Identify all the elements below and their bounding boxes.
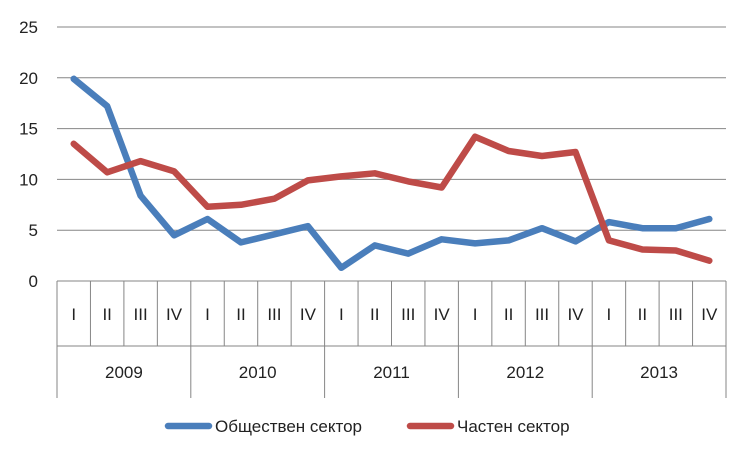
x-tick-quarter: II xyxy=(102,305,111,324)
x-tick-year: 2011 xyxy=(373,363,410,382)
x-tick-quarter: II xyxy=(370,305,379,324)
series-lines xyxy=(70,75,713,272)
x-tick-quarter: III xyxy=(134,305,148,324)
x-tick-year: 2013 xyxy=(640,363,678,382)
y-tick-label: 25 xyxy=(19,18,38,37)
x-tick-quarter: IV xyxy=(434,305,451,324)
x-tick-quarter: IV xyxy=(300,305,317,324)
legend-label-2: Частен сектор xyxy=(457,417,570,436)
legend-label-1: Обществен сектор xyxy=(215,417,362,436)
x-tick-quarter: III xyxy=(267,305,281,324)
y-tick-label: 20 xyxy=(19,69,38,88)
x-tick-quarter: I xyxy=(473,305,478,324)
x-tick-quarter: I xyxy=(607,305,612,324)
y-tick-label: 10 xyxy=(19,170,38,189)
legend: Обществен сектор Частен сектор xyxy=(164,417,570,436)
x-axis: I II III IV I II III IV I II III IV I II III IV I II III IV… xyxy=(56,281,727,398)
series-line-2 xyxy=(70,133,713,264)
x-tick-year: 2012 xyxy=(506,363,544,382)
y-tick-label: 15 xyxy=(19,120,38,139)
x-tick-year: 2010 xyxy=(239,363,277,382)
y-axis-ticks: 0 5 10 15 20 25 xyxy=(19,18,38,291)
x-tick-quarter: IV xyxy=(166,305,183,324)
x-tick-year: 2009 xyxy=(105,363,143,382)
x-tick-quarter: III xyxy=(535,305,549,324)
x-tick-quarter: II xyxy=(504,305,513,324)
x-tick-quarter: IV xyxy=(567,305,584,324)
x-tick-quarter: I xyxy=(205,305,210,324)
x-tick-quarter: I xyxy=(71,305,76,324)
x-tick-quarter: III xyxy=(401,305,415,324)
x-tick-quarter: II xyxy=(236,305,245,324)
x-tick-quarter: I xyxy=(339,305,344,324)
y-tick-label: 5 xyxy=(29,221,38,240)
x-tick-quarter: IV xyxy=(701,305,718,324)
x-tick-quarter: II xyxy=(638,305,647,324)
y-tick-label: 0 xyxy=(29,272,38,291)
x-tick-quarter: III xyxy=(669,305,683,324)
